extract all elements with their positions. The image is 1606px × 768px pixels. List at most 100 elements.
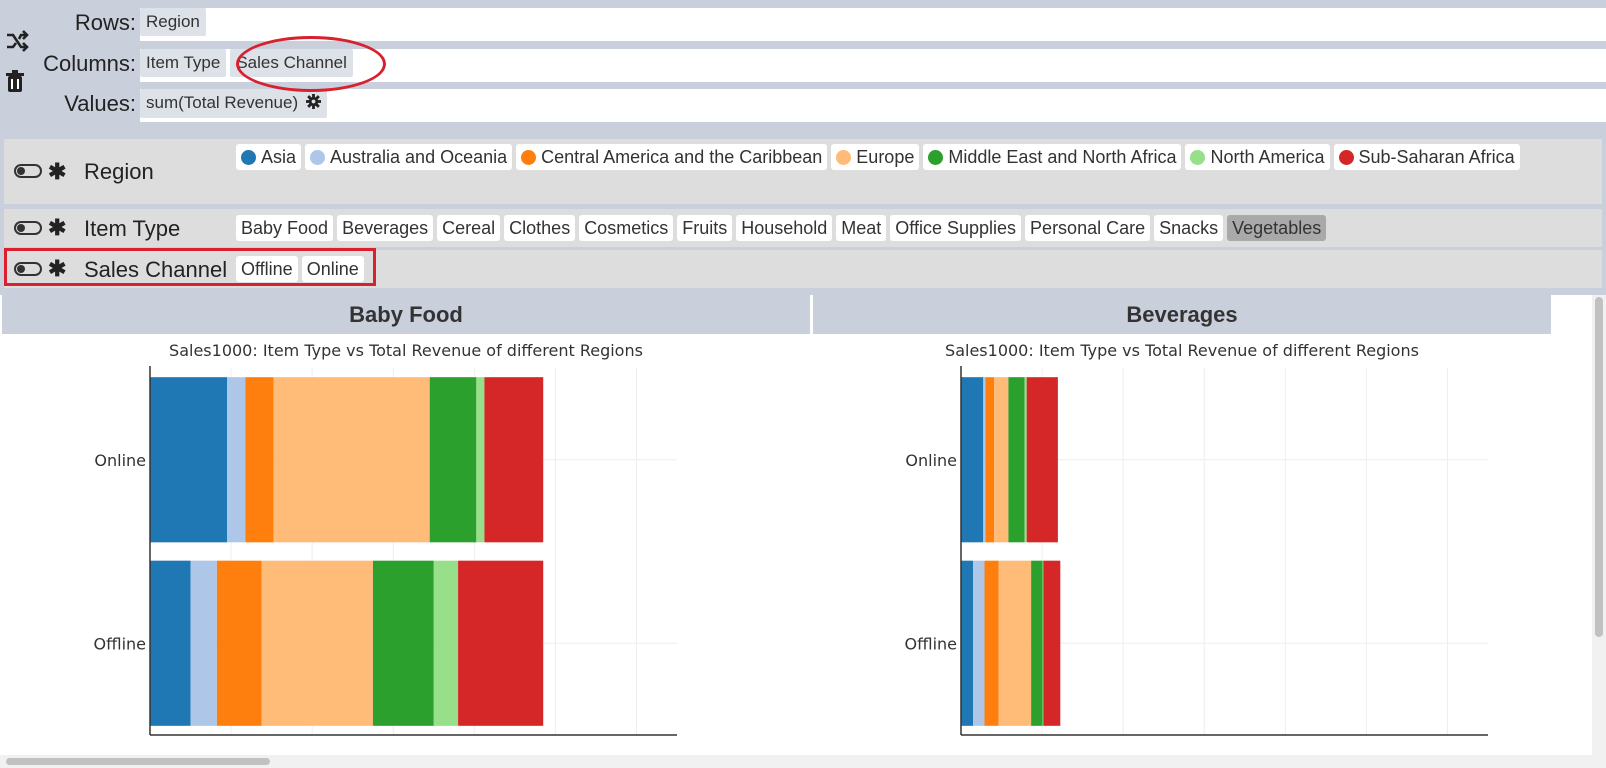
- bar-segment: [190, 560, 217, 726]
- bar-segment: [961, 377, 984, 543]
- values-field-label: sum(Total Revenue): [146, 93, 299, 112]
- filter-value-label: Offline: [241, 259, 293, 279]
- bar-segment: [458, 560, 544, 726]
- toggle-icon[interactable]: [14, 221, 42, 235]
- filter-name: Region: [84, 159, 154, 184]
- filter-value-label: Household: [741, 218, 828, 238]
- filter-name: Sales Channel: [84, 257, 228, 282]
- filter-value-chip[interactable]: Online: [301, 256, 364, 282]
- asterisk-icon[interactable]: ✱: [48, 256, 67, 281]
- filter-value-chip[interactable]: Vegetables: [1227, 215, 1327, 241]
- category-tick-label: Online: [905, 451, 957, 470]
- rows-field-pill[interactable]: Region: [140, 8, 206, 36]
- values-dropzone[interactable]: sum(Total Revenue): [140, 89, 1606, 122]
- columns-label: Columns:: [43, 51, 136, 76]
- horizontal-scrollbar[interactable]: [0, 755, 1606, 768]
- shuffle-icon[interactable]: [5, 30, 31, 58]
- filter-value-chip[interactable]: Sub-Saharan Africa: [1333, 144, 1520, 170]
- filter-value-chip[interactable]: Cereal: [437, 215, 501, 241]
- chart-subtitle: Sales1000: Item Type vs Total Revenue of…: [169, 341, 643, 360]
- filter-value-chip[interactable]: Central America and the Caribbean: [516, 144, 828, 170]
- scrollbar-thumb[interactable]: [1595, 297, 1603, 637]
- legend-dot-icon: [928, 149, 944, 165]
- filter-values: Baby Food Beverages Cereal Clothes Cosmetics…: [236, 215, 1592, 246]
- bar-segment: [216, 560, 262, 726]
- filter-value-label: Cereal: [442, 218, 496, 238]
- filter-value-label: Meat: [841, 218, 882, 238]
- filter-value-chip[interactable]: Household: [736, 215, 833, 241]
- vertical-scrollbar[interactable]: [1592, 295, 1606, 755]
- filter-value-chip[interactable]: Fruits: [677, 215, 733, 241]
- bar-segment: [1008, 377, 1025, 543]
- filter-row-sales-channel: ✱ Sales Channel Offline Online: [4, 250, 1602, 288]
- bar-segment: [961, 560, 974, 726]
- filter-value-chip[interactable]: Beverages: [337, 215, 434, 241]
- rows-dropzone[interactable]: Region: [140, 8, 1606, 41]
- filter-value-label: Europe: [856, 147, 915, 167]
- filter-value-chip[interactable]: Clothes: [504, 215, 576, 241]
- filter-value-chip[interactable]: Baby Food: [236, 215, 334, 241]
- filter-value-chip[interactable]: Asia: [236, 144, 302, 170]
- category-tick-label: Offline: [94, 634, 147, 653]
- filter-value-chip[interactable]: Europe: [831, 144, 920, 170]
- bar-segment: [998, 560, 1032, 726]
- filter-value-label: Middle East and North Africa: [948, 147, 1177, 167]
- legend-dot-icon: [521, 149, 537, 165]
- toggle-icon[interactable]: [14, 262, 42, 276]
- bar-segment: [985, 377, 995, 543]
- legend-dot-icon: [310, 149, 326, 165]
- chart-panel-baby-food: Baby Food Sales1000: Item Type vs Total …: [2, 295, 810, 755]
- filter-values: Asia Australia and Oceania Central America…: [236, 144, 1592, 175]
- filter-row-item-type: ✱ Item Type Baby Food Beverages Cereal Clot…: [4, 209, 1602, 247]
- bar-segment: [994, 377, 1009, 543]
- filter-value-label: Clothes: [509, 218, 571, 238]
- filter-row-region: ✱ Region Asia Australia and Oceania Centra…: [4, 139, 1602, 204]
- filter-value-label: Vegetables: [1232, 218, 1322, 238]
- highlight-annotation-ellipse: [236, 36, 386, 92]
- filter-value-chip[interactable]: North America: [1185, 144, 1330, 170]
- filter-value-chip[interactable]: Cosmetics: [579, 215, 674, 241]
- legend-dot-icon: [1190, 149, 1206, 165]
- toggle-icon[interactable]: [14, 164, 42, 178]
- filter-value-chip[interactable]: Meat: [836, 215, 887, 241]
- bar-segment: [429, 377, 477, 543]
- filter-value-chip[interactable]: Australia and Oceania: [305, 144, 513, 170]
- filter-value-chip[interactable]: Office Supplies: [890, 215, 1022, 241]
- bar-segment: [261, 560, 373, 726]
- bar-segment: [476, 377, 485, 543]
- filter-value-chip[interactable]: Snacks: [1154, 215, 1224, 241]
- rows-zone-row: Rows: Region: [0, 4, 1606, 42]
- bar-segment: [372, 560, 434, 726]
- legend-dot-icon: [241, 149, 256, 165]
- chart-subtitle: Sales1000: Item Type vs Total Revenue of…: [945, 341, 1419, 360]
- legend-dot-icon: [1338, 149, 1354, 165]
- bar-segment: [433, 560, 459, 726]
- filter-value-label: Snacks: [1159, 218, 1219, 238]
- rows-label: Rows:: [74, 10, 136, 35]
- trash-icon[interactable]: [5, 70, 25, 100]
- filter-value-label: Office Supplies: [895, 218, 1017, 238]
- filter-value-chip[interactable]: Middle East and North Africa: [923, 144, 1182, 170]
- columns-field-pill[interactable]: Item Type: [140, 49, 227, 77]
- bar-segment: [227, 377, 246, 543]
- filter-value-label: Beverages: [342, 218, 429, 238]
- chart-panel-beverages: Beverages Sales1000: Item Type vs Total …: [813, 295, 1551, 755]
- bar-segment: [984, 560, 999, 726]
- asterisk-icon[interactable]: ✱: [48, 159, 67, 184]
- filter-value-label: Personal Care: [1030, 218, 1146, 238]
- filter-value-chip[interactable]: Offline: [236, 256, 298, 282]
- filter-value-label: Central America and the Caribbean: [541, 147, 823, 167]
- bar-chart: Online Offline: [905, 366, 1488, 736]
- bar-segment: [973, 560, 985, 726]
- bar-segment: [245, 377, 274, 543]
- highlight-annotation-rect: [4, 248, 376, 286]
- scrollbar-thumb[interactable]: [6, 758, 270, 765]
- filter-value-chip[interactable]: Personal Care: [1025, 215, 1151, 241]
- asterisk-icon[interactable]: ✱: [48, 215, 67, 240]
- gear-icon[interactable]: [305, 93, 321, 114]
- bar-segment: [1042, 560, 1044, 726]
- category-tick-label: Offline: [905, 634, 958, 653]
- bar-segment: [1026, 377, 1058, 543]
- category-tick-label: Online: [94, 451, 146, 470]
- values-field-pill[interactable]: sum(Total Revenue): [140, 89, 327, 118]
